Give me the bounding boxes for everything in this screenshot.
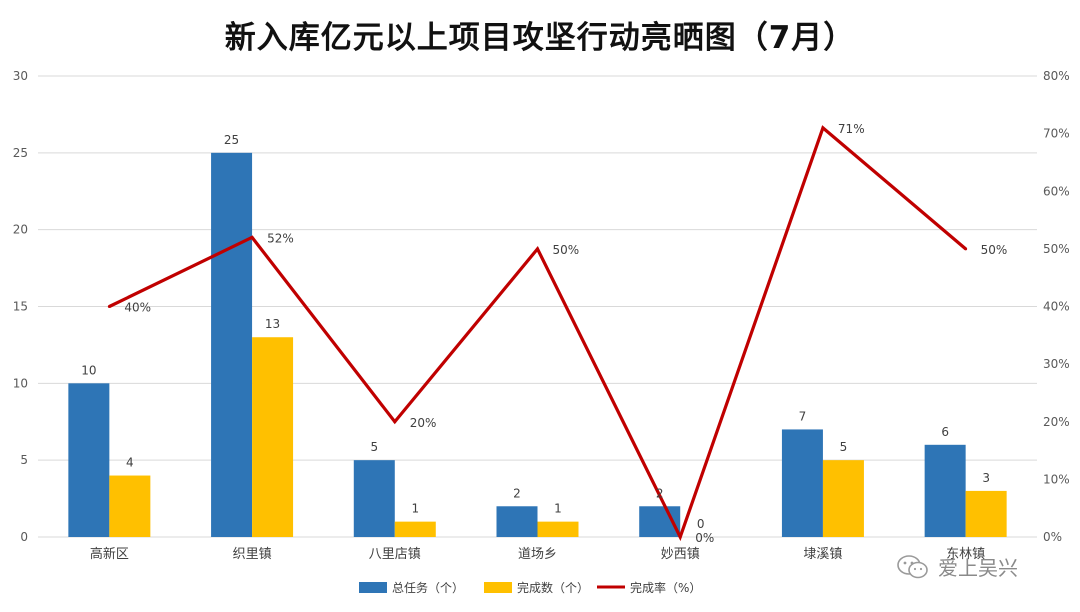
bar bbox=[211, 152, 253, 538]
line-point bbox=[678, 535, 682, 539]
bar bbox=[822, 460, 864, 537]
left-axis-tick: 0 bbox=[20, 530, 28, 544]
line-point bbox=[250, 235, 254, 239]
watermark-text: 爱上吴兴 bbox=[938, 556, 1018, 580]
line-point bbox=[107, 305, 111, 308]
legend: 总任务（个） 完成数（个） 完成率（%） bbox=[359, 580, 701, 595]
category-label: 埭溪镇 bbox=[803, 547, 842, 562]
bar-value-label: 10 bbox=[81, 363, 96, 377]
bar-series bbox=[68, 152, 1007, 538]
right-axis-tick: 0% bbox=[1043, 530, 1062, 544]
bar-value-label: 5 bbox=[840, 440, 848, 454]
category-label: 织里镇 bbox=[233, 547, 272, 562]
bar bbox=[252, 337, 294, 537]
bar-value-label: 1 bbox=[411, 502, 419, 516]
legend-label: 总任务（个） bbox=[392, 580, 464, 595]
left-axis-tick: 30 bbox=[13, 69, 28, 83]
bar-value-label: 3 bbox=[982, 471, 990, 485]
line-value-label: 20% bbox=[410, 416, 437, 430]
right-axis-tick: 40% bbox=[1043, 300, 1070, 314]
left-axis-tick: 5 bbox=[20, 453, 28, 467]
category-label: 东林镇 bbox=[946, 547, 985, 562]
line-point bbox=[536, 247, 539, 251]
right-axis-tick: 10% bbox=[1043, 472, 1070, 486]
line-value-label: 0% bbox=[695, 531, 714, 545]
line-value-label: 71% bbox=[838, 122, 865, 136]
bar-value-label: 0 bbox=[697, 517, 705, 531]
category-label: 八里店镇 bbox=[369, 547, 421, 562]
bar bbox=[353, 460, 395, 537]
gridlines bbox=[38, 75, 1037, 538]
bar bbox=[965, 490, 1007, 537]
bar bbox=[109, 475, 151, 537]
bar-value-label: 13 bbox=[265, 317, 280, 331]
bar bbox=[924, 444, 966, 537]
legend-swatch bbox=[359, 582, 387, 593]
bar-value-label: 4 bbox=[126, 456, 134, 470]
bar bbox=[68, 383, 110, 537]
line-value-label: 50% bbox=[553, 243, 580, 257]
left-axis-tick: 15 bbox=[13, 300, 28, 314]
right-axis-tick: 70% bbox=[1043, 127, 1070, 141]
bar bbox=[496, 506, 538, 537]
line-point bbox=[821, 126, 825, 130]
bar-value-label: 1 bbox=[554, 502, 562, 516]
line-value-label: 40% bbox=[124, 301, 151, 315]
bar bbox=[781, 429, 823, 537]
axis-labels: 0510152025300%10%20%30%40%50%60%70%80%高新… bbox=[13, 69, 1070, 562]
legend-swatch bbox=[484, 582, 512, 593]
right-axis-tick: 20% bbox=[1043, 415, 1070, 429]
line-point bbox=[964, 247, 968, 251]
legend-label: 完成数（个） bbox=[517, 580, 589, 595]
bar-value-label: 7 bbox=[799, 409, 807, 423]
bar-value-label: 2 bbox=[513, 486, 521, 500]
line-value-label: 50% bbox=[981, 243, 1008, 257]
bar bbox=[537, 521, 579, 537]
left-axis-tick: 20 bbox=[13, 223, 28, 237]
category-label: 高新区 bbox=[90, 546, 129, 562]
chart-title: 新入库亿元以上项目攻坚行动亮晒图（7月） bbox=[224, 20, 856, 56]
category-label: 妙西镇 bbox=[661, 547, 700, 562]
bar-value-label: 6 bbox=[941, 425, 949, 439]
category-label: 道场乡 bbox=[518, 547, 557, 562]
left-axis-tick: 10 bbox=[13, 376, 28, 390]
watermark: 爱上吴兴 bbox=[896, 552, 1018, 581]
bar-value-label: 2 bbox=[656, 486, 664, 500]
left-axis-tick: 25 bbox=[13, 146, 28, 160]
right-axis-tick: 80% bbox=[1043, 69, 1070, 83]
right-axis-tick: 60% bbox=[1043, 184, 1070, 198]
line-series bbox=[107, 125, 968, 542]
bar-value-label: 25 bbox=[224, 133, 239, 147]
line-point bbox=[393, 420, 397, 424]
bar-value-label: 5 bbox=[370, 440, 378, 454]
bar bbox=[394, 521, 436, 537]
wechat-icon bbox=[897, 554, 928, 578]
right-axis-tick: 30% bbox=[1043, 357, 1070, 371]
line-value-label: 52% bbox=[267, 231, 294, 245]
right-axis-tick: 50% bbox=[1043, 242, 1070, 256]
legend-label: 完成率（%） bbox=[630, 580, 701, 595]
